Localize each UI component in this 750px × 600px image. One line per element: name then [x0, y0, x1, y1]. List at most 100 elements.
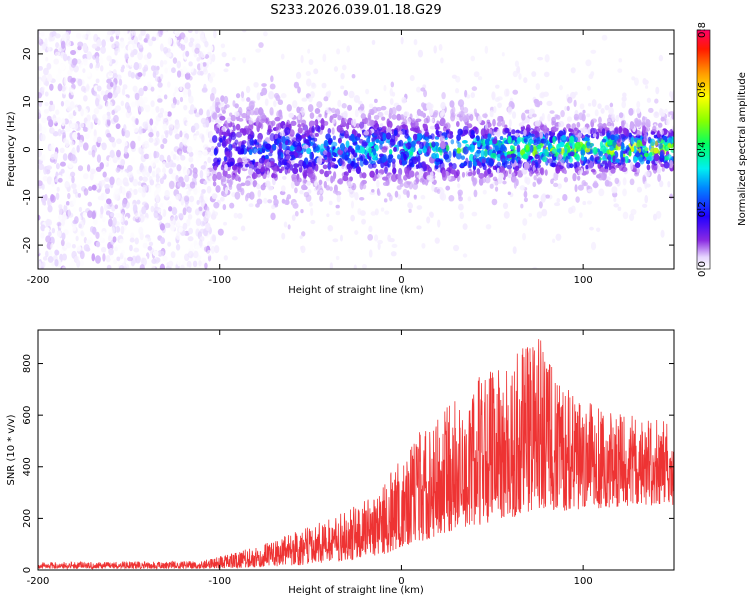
- spectrogram-cell: [591, 118, 597, 123]
- spectrogram-cell: [76, 58, 82, 64]
- spectrogram-cell: [607, 140, 613, 146]
- spectrogram-cell: [328, 200, 333, 206]
- spectrogram-cell: [253, 164, 258, 172]
- spectrogram-cell: [508, 168, 512, 175]
- spectrogram-cell: [566, 105, 570, 112]
- spectrogram-cell: [534, 163, 541, 169]
- spectrogram-cell: [429, 118, 435, 123]
- spectrogram-cell: [57, 177, 63, 183]
- spectrogram-cell: [570, 67, 576, 74]
- spectrogram-cell: [530, 144, 534, 153]
- spectrogram-cell: [194, 208, 200, 216]
- spectrogram-cell: [240, 225, 246, 232]
- spectrogram-cell: [426, 216, 431, 224]
- spectrogram-cell: [293, 163, 300, 168]
- spectrogram-cell: [60, 168, 65, 174]
- spectrogram-cell: [130, 72, 135, 79]
- spectrogram-cell: [293, 81, 300, 89]
- spectrogram-cell: [187, 250, 194, 259]
- spectrogram-cell: [496, 161, 502, 167]
- spectrogram-cell: [426, 175, 432, 180]
- spectrogram-cell: [78, 206, 83, 213]
- spectrogram-cell: [213, 201, 220, 209]
- spectrogram-cell: [575, 196, 580, 203]
- spectrogram-cell: [331, 151, 336, 157]
- spectrogram-cell: [202, 68, 209, 75]
- spectrogram-cell: [366, 137, 371, 144]
- spectrogram-cell: [542, 91, 549, 97]
- spectrogram-cell: [46, 176, 53, 185]
- spectrogram-cell: [480, 128, 486, 137]
- spectrogram-cell: [474, 127, 479, 135]
- spectrogram-cell: [211, 112, 218, 120]
- spectrogram-cell: [100, 46, 106, 54]
- spectrogram-cell: [134, 212, 139, 219]
- spectrogram-cell: [115, 105, 121, 112]
- spectrogram-cell: [633, 145, 637, 154]
- spectrogram-cell: [170, 251, 176, 259]
- snr-y-tick-label: 600: [22, 406, 33, 425]
- spectrogram-cell: [160, 143, 165, 150]
- spectrogram-cell: [286, 194, 292, 200]
- spectrogram-cell: [101, 192, 107, 201]
- spectrogram-cell: [175, 243, 181, 251]
- spectrogram-cell: [115, 30, 121, 37]
- spectrogram-cell: [77, 192, 82, 198]
- spectrogram-cell: [188, 227, 194, 235]
- spectrogram-cell: [470, 92, 476, 99]
- spectrogram-cell: [129, 244, 133, 252]
- spectrogram-cell: [204, 54, 210, 60]
- spectrogram-cell: [440, 117, 445, 125]
- spectrogram-cell: [77, 41, 84, 48]
- spectrogram-cell: [193, 122, 200, 130]
- spectrogram-cell: [341, 103, 347, 109]
- spectrogram-cell: [189, 37, 195, 43]
- spectrogram-cell: [188, 95, 194, 104]
- spectrogram-cell: [491, 198, 498, 206]
- spectrogram-cell: [375, 168, 379, 175]
- spectrogram-cell: [416, 86, 422, 93]
- spectrogram-x-tick-label: -200: [27, 275, 50, 286]
- spectrogram-cell: [194, 244, 201, 250]
- spectrogram-cell: [137, 72, 143, 78]
- spectrogram-cell: [419, 110, 424, 117]
- spectrogram-cell: [597, 123, 604, 128]
- spectrogram-cell: [220, 164, 225, 171]
- spectrogram-cell: [615, 158, 620, 163]
- spectrogram-cell: [203, 246, 209, 252]
- spectrogram-cell: [347, 158, 352, 164]
- spectrogram-cell: [653, 147, 659, 154]
- spectrogram-cell: [473, 71, 480, 78]
- spectrogram-cell: [442, 126, 447, 132]
- spectrogram-cell: [310, 219, 316, 225]
- spectrogram-cell: [187, 236, 194, 242]
- spectrogram-cell: [335, 255, 340, 261]
- spectrogram-cell: [213, 125, 218, 132]
- spectrogram-cell: [193, 135, 198, 140]
- spectrogram-cell: [393, 129, 398, 136]
- spectrogram-cell: [131, 43, 138, 49]
- spectrogram-cell: [72, 207, 77, 213]
- spectrogram-cell: [492, 176, 498, 182]
- spectrogram-cell: [537, 144, 542, 150]
- spectrogram-cell: [199, 52, 204, 61]
- spectrogram-cell: [199, 61, 204, 71]
- spectrogram-cell: [531, 71, 537, 77]
- spectrogram-cell: [327, 110, 332, 115]
- spectrogram-cell: [462, 107, 469, 114]
- spectrogram-cell: [392, 167, 397, 174]
- spectrogram-cell: [537, 56, 544, 61]
- snr-frame: [37, 329, 675, 571]
- spectrogram-cell: [607, 154, 612, 161]
- spectrogram-cell: [116, 179, 123, 186]
- spectrogram-cell: [157, 112, 164, 118]
- spectrogram-cell: [590, 49, 597, 54]
- spectrogram-cell: [359, 181, 364, 190]
- spectrogram-cell: [558, 141, 565, 148]
- spectrogram-cell: [130, 101, 137, 108]
- spectrogram-cell: [260, 118, 266, 124]
- spectrogram-cell: [506, 164, 513, 170]
- spectrogram-cell: [359, 171, 363, 179]
- spectrogram-cell: [295, 71, 302, 80]
- spectrogram-cell: [119, 40, 125, 49]
